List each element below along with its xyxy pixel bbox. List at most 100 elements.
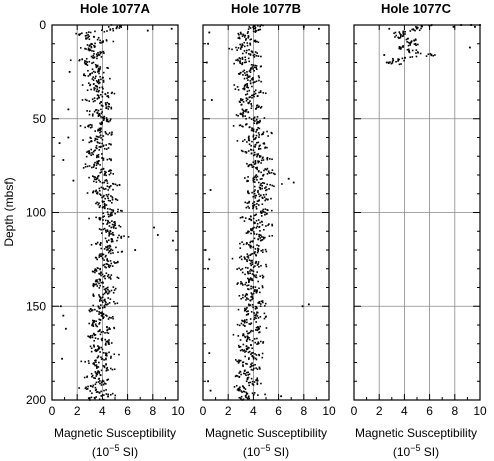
data-point [244,307,246,310]
data-point [243,77,246,80]
data-point [111,392,114,395]
data-point [100,338,103,341]
data-point [101,77,104,79]
data-point [270,209,273,212]
data-point [260,215,263,217]
data-point [238,57,241,59]
data-point [254,51,257,53]
data-point [98,321,101,324]
data-point [255,80,258,83]
data-point [246,98,249,101]
data-point [104,170,106,173]
data-point [262,342,264,344]
data-point [108,221,111,224]
data-point [110,159,112,162]
data-point [94,176,96,179]
data-point [255,206,258,208]
data-point [104,237,107,240]
data-point [408,41,410,44]
data-point [260,300,263,303]
data-point [99,273,101,275]
data-point [240,104,243,106]
data-point [254,159,257,162]
data-point [245,350,247,353]
data-point [247,76,250,78]
data-point [258,287,260,290]
data-point [106,379,109,381]
data-point [97,90,100,93]
data-point [264,208,267,210]
data-point [244,266,247,269]
data-point [244,355,246,358]
data-point [419,52,422,55]
data-point [254,341,257,344]
data-point [243,87,246,90]
data-point [248,75,251,78]
data-point [268,223,270,225]
data-point [107,95,109,97]
data-point [241,43,244,45]
data-point [247,30,249,33]
data-point [95,135,98,138]
data-point [257,191,259,194]
data-point [258,76,261,79]
data-point [97,338,99,340]
data-point [105,291,107,294]
data-point [257,106,260,108]
data-point [411,28,413,31]
data-point [88,35,90,38]
data-point [104,277,106,280]
data-point [240,98,242,100]
data-point [271,223,273,226]
data-point [414,29,416,32]
data-point [101,116,104,119]
data-point [264,199,266,202]
data-point [108,231,111,234]
data-point [106,246,108,249]
data-point [245,345,248,348]
data-point [85,388,88,390]
data-point [106,341,109,343]
data-point [243,88,246,91]
data-point [415,39,417,41]
data-point [115,261,118,264]
data-point [107,96,110,99]
data-point [256,155,258,158]
data-point [113,353,116,356]
data-point [406,38,409,40]
data-point [96,71,99,73]
data-point [259,186,262,189]
data-point [262,237,265,240]
data-point [107,286,109,289]
data-point [107,251,110,254]
data-point [237,114,239,117]
data-point [104,102,107,104]
panel-hole-1077b: Hole 1077B 0 2 4 6 8 10 Magnetic Susceptibili… [200,1,336,459]
data-point [105,272,108,275]
data-point [246,73,248,76]
data-point [83,62,86,64]
data-point [252,177,255,180]
data-point [111,198,114,201]
data-point [255,131,257,133]
data-point [84,35,87,37]
data-point [106,120,109,123]
data-point [261,236,263,238]
data-point [92,54,95,57]
data-point [87,69,89,72]
data-point [106,182,109,185]
data-point [87,125,90,128]
data-point [86,110,88,112]
data-point [260,211,262,213]
x-axis-unit-hole-1077c: (10−5 SI) [393,443,439,459]
data-point [95,283,98,285]
data-point [259,178,262,180]
data-point [240,33,242,35]
data-point [262,228,265,231]
x-axis-unit-hole-1077a: (10−5 SI) [92,443,138,459]
data-point [271,132,273,135]
data-point [255,129,258,131]
data-point [103,203,106,206]
data-point [93,334,96,336]
data-point [99,255,102,257]
